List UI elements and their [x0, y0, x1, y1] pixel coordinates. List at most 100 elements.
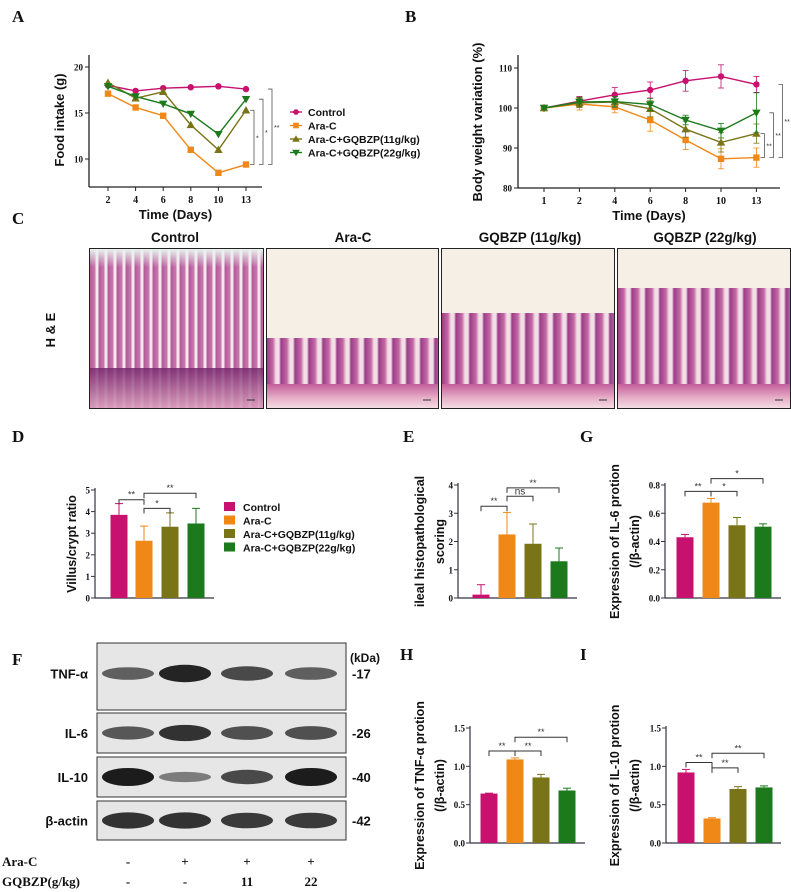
legend-label: Ara-C+GQBZP(11g/kg)	[308, 134, 420, 146]
data-point	[132, 87, 139, 95]
significance-label: **	[766, 144, 772, 151]
significance-bracket	[710, 478, 764, 484]
kda-label: -40	[352, 770, 371, 785]
blot-band	[285, 726, 337, 740]
significance-bracket	[684, 490, 712, 497]
bar-0	[110, 514, 128, 598]
blot-band	[159, 664, 211, 683]
legend-label: Ara-C+GQBZP(22g/kg)	[308, 148, 420, 160]
protein-label: IL-6	[65, 726, 88, 741]
series-line-1	[107, 93, 247, 174]
significance-bracket	[143, 492, 197, 499]
significance-label: **	[274, 125, 280, 132]
y-tick-label: 80	[503, 184, 513, 194]
significance-bracket	[685, 762, 713, 768]
y-tick-label: 0.8	[649, 481, 661, 491]
panel-label-A: A	[12, 7, 25, 26]
y-tick-label: 4	[449, 481, 454, 491]
bar-3	[187, 523, 205, 598]
y-tick-label: 1.0	[650, 762, 662, 772]
significance-bracket	[506, 487, 560, 493]
panel-label-G: G	[580, 427, 593, 446]
data-point	[681, 116, 690, 125]
data-point	[681, 125, 690, 133]
x-tick-label: 6	[648, 196, 653, 207]
y-axis-title: Food intake (g)	[52, 73, 67, 166]
legend-swatch	[224, 542, 235, 552]
condition-value: +	[243, 854, 250, 869]
y-axis-title-2: (/β-actin)	[628, 515, 642, 568]
series-line-3	[107, 85, 247, 136]
panel-label-C: C	[12, 209, 24, 228]
significance-bracket	[760, 133, 765, 159]
condition-value: +	[181, 854, 188, 869]
y-tick-label: 0	[86, 594, 91, 604]
legend-label: Ara-C+GQBZP(22g/kg)	[243, 543, 355, 555]
histology-title: GQBZP (22g/kg)	[653, 230, 756, 245]
data-point	[682, 136, 689, 144]
histology-title: Ara-C	[335, 230, 372, 245]
significance-bracket	[778, 84, 783, 159]
data-point	[575, 98, 584, 107]
significance-label: **	[695, 753, 703, 763]
significance-label: **	[166, 483, 174, 493]
condition-label: GQBZP(g/kg)	[2, 874, 80, 889]
y-tick-label: 0.0	[650, 839, 662, 849]
blot-band	[221, 812, 273, 829]
y-tick-label: 0.4	[649, 537, 661, 547]
histology-control-image	[89, 248, 264, 409]
histology-gqbzp22-image	[617, 248, 791, 409]
blot-band	[159, 812, 211, 829]
bar-2	[161, 526, 179, 598]
data-point	[717, 73, 725, 80]
significance-bracket	[118, 499, 145, 505]
condition-value: -	[126, 874, 130, 889]
blot-band	[102, 726, 154, 740]
y-tick-label: 0	[449, 594, 454, 604]
histology-row-label: H & E	[43, 312, 58, 347]
bar-3	[558, 790, 576, 843]
data-point	[214, 145, 223, 153]
data-point	[131, 93, 140, 101]
y-tick-label: 100	[499, 104, 513, 114]
y-tick-label: 3	[86, 529, 91, 539]
significance-bracket	[268, 88, 273, 165]
data-point	[682, 77, 689, 85]
y-tick-label: 1.0	[454, 762, 466, 772]
blot-band	[221, 726, 273, 740]
y-axis-title: Villus/crypt ratio	[65, 495, 79, 593]
bar-0	[677, 772, 695, 843]
data-point	[717, 155, 725, 162]
x-tick-label: 10	[716, 196, 726, 207]
protein-label: TNF-α	[50, 667, 88, 682]
y-tick-label: 0.5	[454, 800, 466, 810]
data-point	[646, 101, 655, 109]
data-point	[753, 154, 760, 161]
blot-band	[221, 769, 273, 785]
y-tick-label: 1	[449, 565, 454, 575]
data-point	[647, 116, 654, 124]
legend-swatch	[224, 515, 235, 525]
data-point	[159, 87, 168, 96]
significance-bracket	[514, 736, 568, 743]
data-point	[215, 83, 222, 90]
legend-swatch	[224, 502, 235, 511]
y-tick-label: 20	[74, 63, 84, 73]
y-tick-label: 5	[86, 486, 91, 496]
significance-label: **	[128, 490, 136, 500]
y-tick-label: 1	[86, 572, 91, 582]
x-tick-label: 8	[188, 195, 193, 206]
significance-label: *	[256, 135, 259, 142]
x-tick-label: 10	[213, 195, 223, 206]
bar-0	[472, 594, 490, 598]
y-tick-label: 0.0	[454, 839, 466, 849]
y-tick-label: 10	[74, 155, 84, 165]
x-axis-title: Time (Days)	[612, 208, 685, 223]
bar-1	[506, 759, 524, 843]
y-axis-title-2: (/β-actin)	[628, 759, 642, 812]
significance-bracket	[514, 750, 542, 756]
y-axis-title: ileal histopathological	[413, 476, 427, 607]
blot-band	[102, 768, 154, 786]
significance-label: **	[694, 481, 702, 491]
